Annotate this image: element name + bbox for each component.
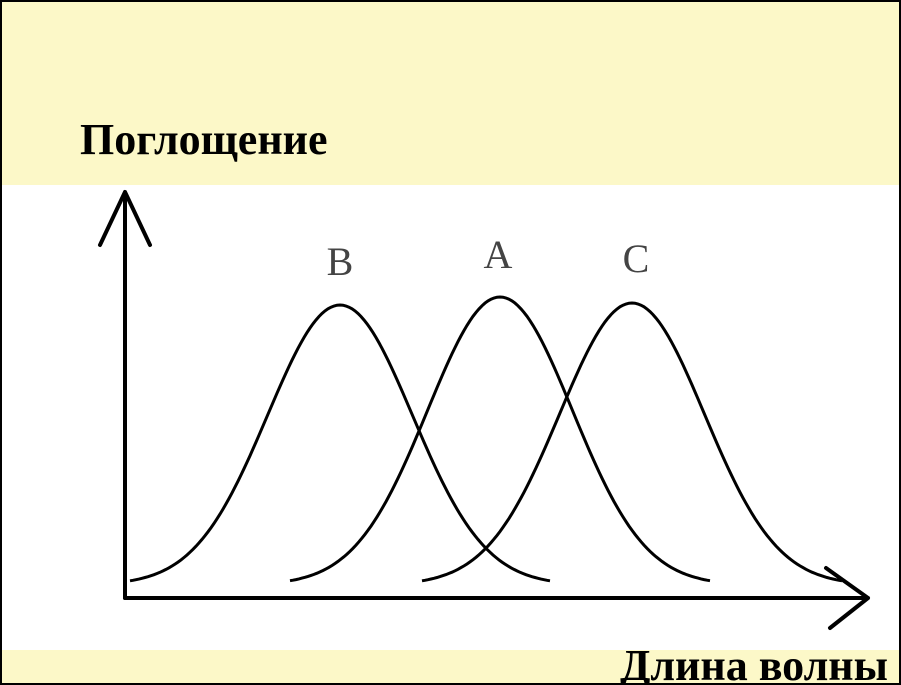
- absorption-curve: [129, 303, 551, 583]
- curve-label: A: [484, 232, 513, 277]
- x-axis: [123, 566, 870, 630]
- y-axis-title: Поглощение: [80, 115, 328, 164]
- x-axis-title: Длина волны: [620, 641, 888, 685]
- absorption-curve: [289, 295, 711, 583]
- absorption-curve: [421, 301, 843, 583]
- y-axis: [98, 190, 152, 600]
- top-band: [0, 0, 901, 185]
- bottom-band: [0, 650, 901, 685]
- curve-label: C: [623, 236, 650, 281]
- curve-label: B: [327, 239, 354, 284]
